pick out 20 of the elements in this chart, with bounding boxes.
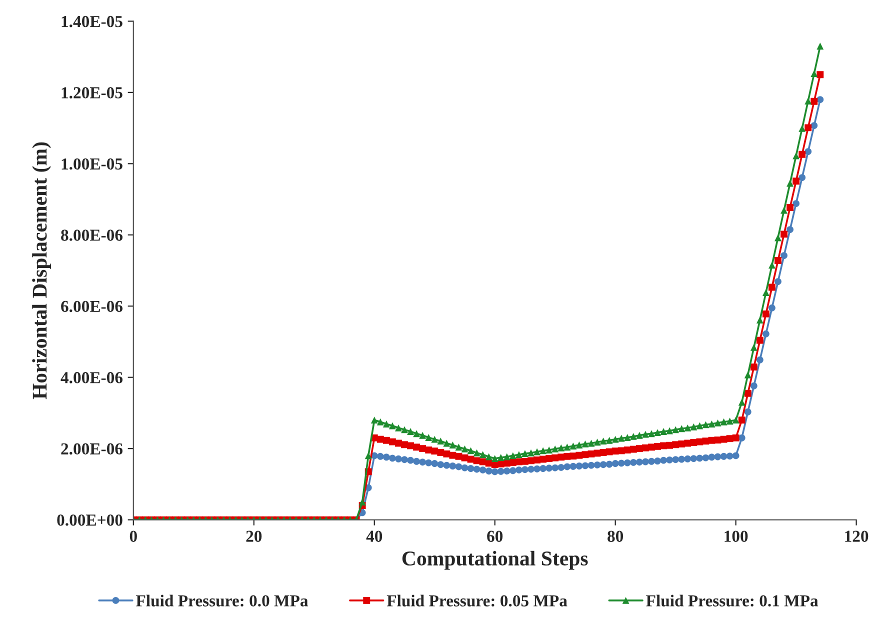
x-tick-label: 60 (487, 530, 503, 542)
x-tick-label: 120 (845, 530, 868, 542)
legend-label: Fluid Pressure: 0.05 MPa (386, 594, 568, 607)
y-tick-label: 8.00E-06 (61, 230, 123, 241)
y-tick-label: 1.20E-05 (62, 87, 122, 98)
y-axis-title: Horizontal Displacement (m) (32, 142, 51, 400)
y-tick-label: 1.40E-05 (62, 16, 122, 28)
x-tick-label: 40 (366, 530, 382, 542)
y-tick-label: 2.00E-06 (61, 443, 123, 455)
x-tick-label: 20 (246, 530, 262, 542)
y-tick-label: 4.00E-06 (60, 372, 123, 384)
y-tick-label: 1.00E-05 (62, 158, 122, 170)
x-tick-label: 100 (724, 530, 748, 542)
legend-label: Fluid Pressure: 0.1 MPa (646, 594, 818, 607)
x-tick-label: 0 (130, 530, 137, 542)
x-tick-label: 80 (608, 530, 624, 542)
x-axis-title: Computational Steps (402, 550, 588, 570)
legend-label: Fluid Pressure: 0.0 MPa (136, 594, 308, 607)
y-tick-label: 6.00E-06 (61, 300, 123, 312)
y-tick-label: 0.00E+00 (57, 514, 122, 526)
